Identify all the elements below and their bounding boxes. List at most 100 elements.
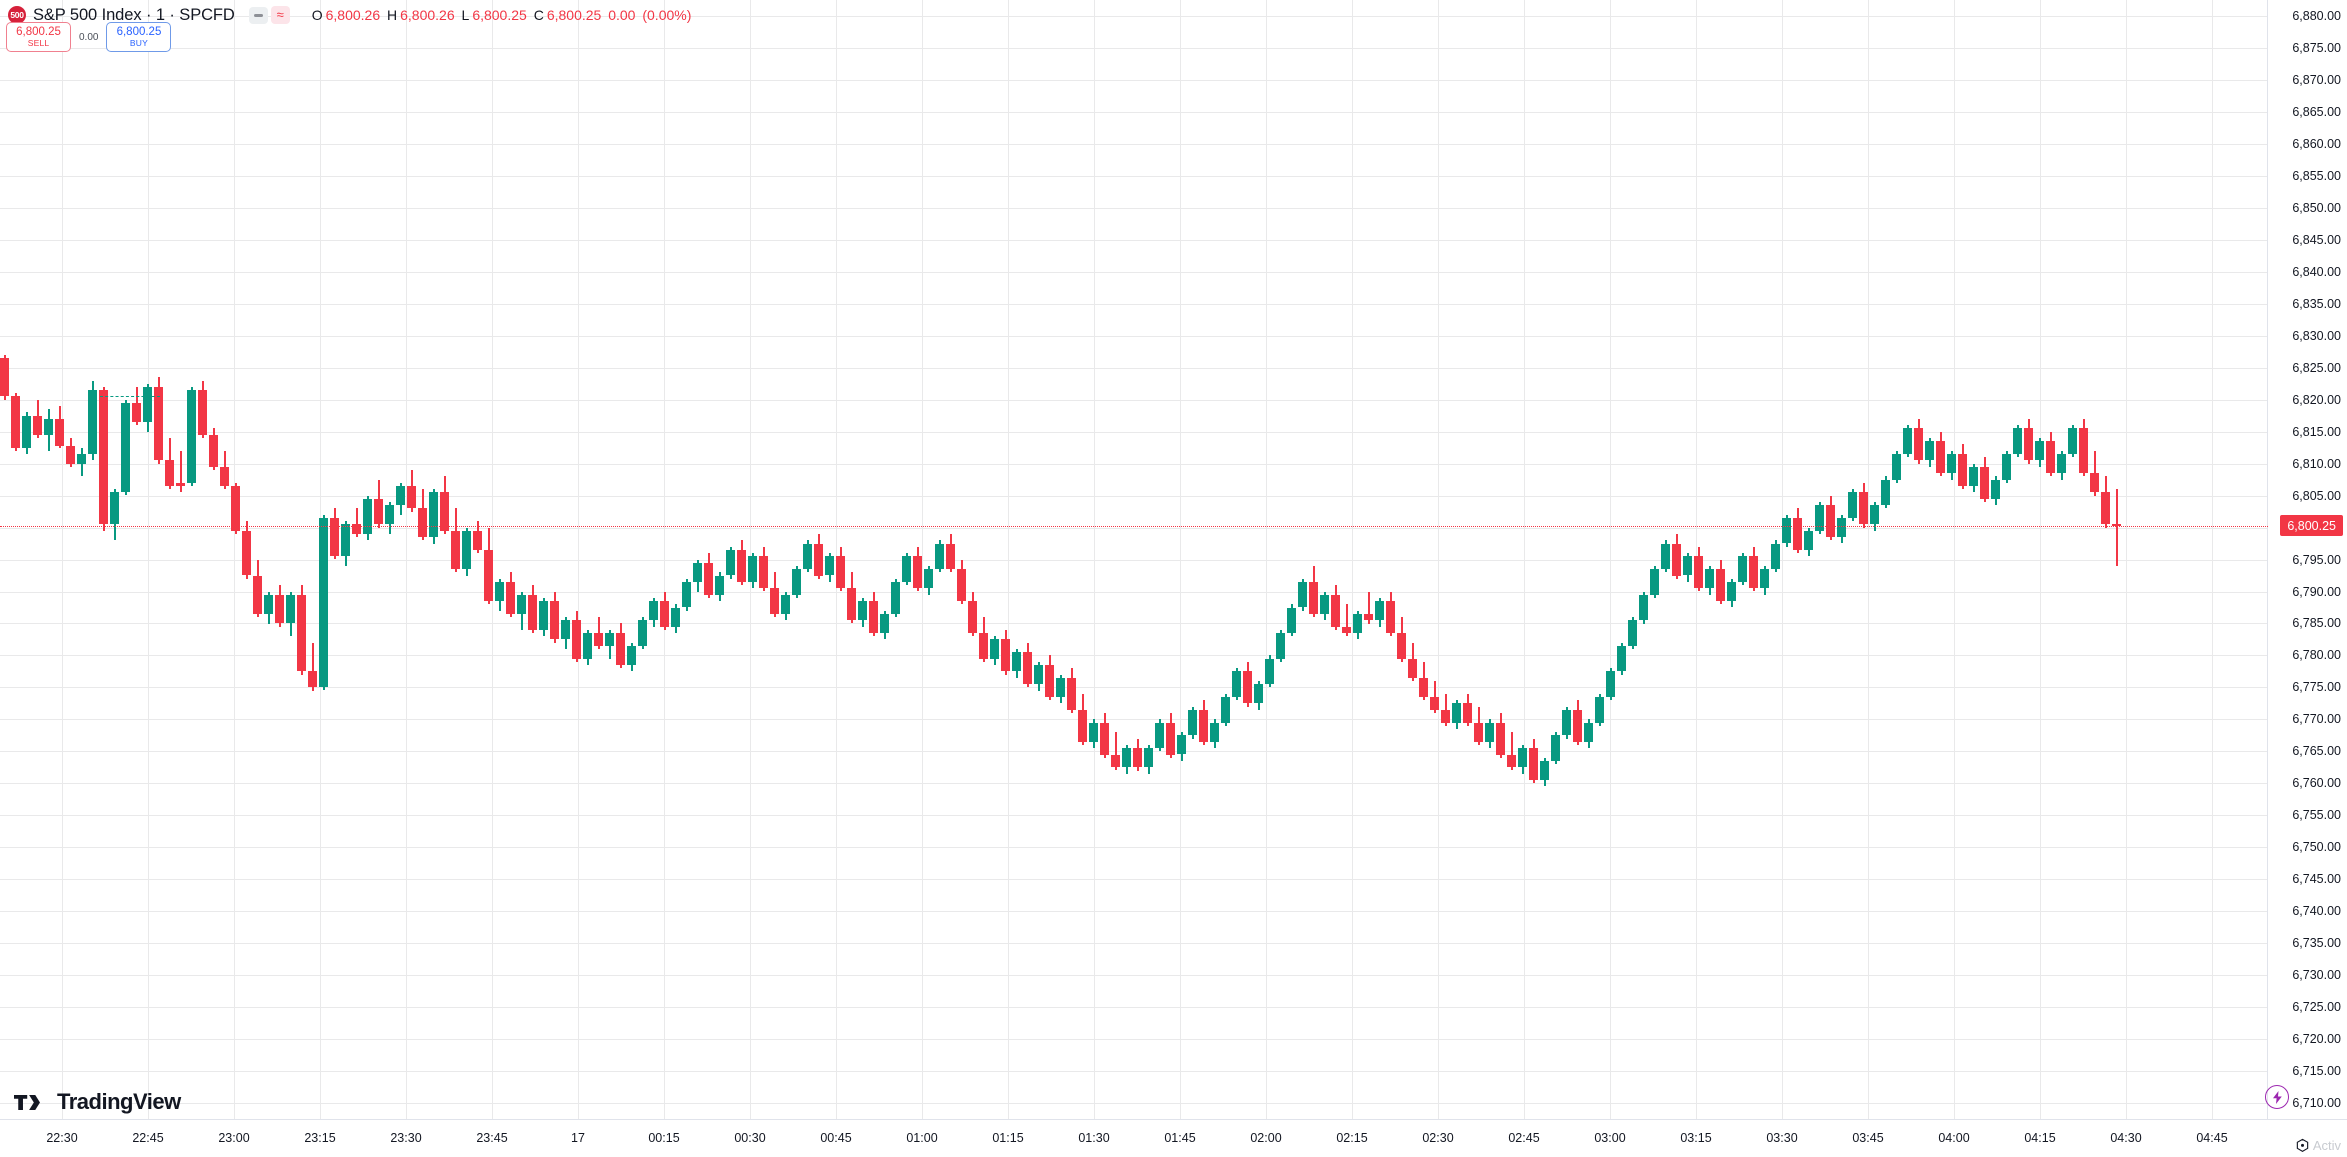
price-axis-label: 6,710.00 (2292, 1096, 2341, 1110)
price-axis-label: 6,815.00 (2292, 424, 2341, 439)
time-axis-label: 04:30 (2110, 1131, 2142, 1145)
price-axis-label: 6,725.00 (2292, 1000, 2341, 1015)
time-axis-label: 23:45 (476, 1131, 508, 1145)
price-axis-label: 6,750.00 (2292, 840, 2341, 855)
price-axis-label: 6,840.00 (2292, 264, 2341, 279)
price-axis-label: 6,830.00 (2292, 328, 2341, 343)
price-axis-label: 6,825.00 (2292, 360, 2341, 375)
price-axis-label: 6,790.00 (2292, 584, 2341, 599)
tradingview-mark-icon (14, 1094, 40, 1110)
price-axis-label: 6,880.00 (2292, 9, 2341, 23)
price-axis-label: 6,765.00 (2292, 744, 2341, 759)
price-axis-label: 6,770.00 (2292, 712, 2341, 727)
time-axis-label: 17 (571, 1131, 585, 1145)
time-axis-separator (0, 1119, 2347, 1120)
current-price-line (0, 525, 2268, 527)
ohlc-open-label: O (311, 7, 323, 23)
time-axis-label: 00:30 (734, 1131, 766, 1145)
time-axis-label: 04:15 (2024, 1131, 2056, 1145)
time-axis-label: 03:00 (1594, 1131, 1626, 1145)
time-axis-label: 02:15 (1336, 1131, 1368, 1145)
time-axis-label: 03:15 (1680, 1131, 1712, 1145)
time-axis-label: 01:45 (1164, 1131, 1196, 1145)
tradingview-wordmark: TradingView (57, 1089, 181, 1114)
price-axis-label: 6,855.00 (2292, 168, 2341, 183)
sell-price: 6,800.25 (16, 26, 61, 38)
tradingview-logo[interactable]: TradingView (14, 1089, 181, 1115)
bolt-glyph-icon (2272, 1090, 2282, 1104)
price-axis-label: 6,820.00 (2292, 392, 2341, 407)
ohlc-low-value: 6,800.25 (472, 7, 527, 23)
price-axis-label: 6,860.00 (2292, 136, 2341, 151)
time-axis-label: 23:15 (304, 1131, 336, 1145)
time-axis-label: 02:45 (1508, 1131, 1540, 1145)
price-axis-label: 6,745.00 (2292, 872, 2341, 887)
price-axis-label: 6,735.00 (2292, 936, 2341, 951)
price-axis-label: 6,775.00 (2292, 680, 2341, 695)
time-axis-label: 03:45 (1852, 1131, 1884, 1145)
time-axis-label: 22:30 (46, 1131, 78, 1145)
trade-panel: 6,800.25 SELL 0.00 6,800.25 BUY (6, 22, 172, 52)
price-axis-label: 6,730.00 (2292, 968, 2341, 983)
sell-label: SELL (27, 38, 50, 48)
price-axis-label: 6,795.00 (2292, 552, 2341, 567)
time-axis-label: 02:30 (1422, 1131, 1454, 1145)
price-axis-label: 6,805.00 (2292, 488, 2341, 503)
ohlc-close-value: 6,800.25 (546, 7, 602, 23)
time-axis-label: 01:00 (906, 1131, 938, 1145)
change-percent: (0.00%) (642, 7, 692, 23)
current-price-badge[interactable]: 6,800.25 (2280, 515, 2343, 537)
symbol-title[interactable]: S&P 500 Index · 1 · SPCFD (33, 5, 235, 24)
previous-close-line (100, 396, 160, 398)
time-axis-label: 04:00 (1938, 1131, 1970, 1145)
price-axis-label: 6,740.00 (2292, 904, 2341, 919)
time-axis-label: 00:15 (648, 1131, 680, 1145)
legend-buttons: ≈ (248, 6, 290, 24)
price-axis-label: 6,875.00 (2292, 41, 2341, 55)
buy-label: BUY (129, 38, 148, 48)
chart-legend: 500 S&P 500 Index · 1 · SPCFD ≈ O 6,800.2… (8, 4, 694, 26)
watermark-text: Activ (2312, 1138, 2341, 1153)
ohlc-close-label: C (533, 7, 544, 23)
buy-price: 6,800.25 (116, 26, 162, 38)
change-value: 0.00 (608, 7, 636, 23)
lightning-bolt-icon[interactable] (2265, 1085, 2289, 1109)
price-axis-label: 6,850.00 (2292, 200, 2341, 215)
candlestick-plot (0, 354, 2121, 787)
price-axis-separator (2267, 0, 2268, 1119)
price-axis-label: 6,760.00 (2292, 776, 2341, 791)
time-axis-label: 03:30 (1766, 1131, 1798, 1145)
time-axis-label: 02:00 (1250, 1131, 1282, 1145)
time-axis-label: 23:30 (390, 1131, 422, 1145)
price-axis-label: 6,835.00 (2292, 296, 2341, 311)
sp500-logo-icon: 500 (8, 6, 26, 24)
time-axis-label: 00:45 (820, 1131, 852, 1145)
price-axis-label: 6,755.00 (2292, 808, 2341, 823)
spread-value: 0.00 (79, 31, 99, 43)
price-axis-label: 6,720.00 (2292, 1032, 2341, 1047)
eye-toggle-icon[interactable] (248, 6, 268, 24)
time-axis-label: 01:15 (992, 1131, 1024, 1145)
time-axis-label: 04:45 (2196, 1131, 2228, 1145)
time-axis-label: 01:30 (1078, 1131, 1110, 1145)
price-axis-label: 6,780.00 (2292, 648, 2341, 663)
hexagon-icon (2296, 1138, 2309, 1153)
price-axis[interactable]: 6,880.00 6,875.00 6,870.00 6,865.00 6,860.00… (2268, 0, 2347, 1119)
ohlc-open-value: 6,800.26 (325, 7, 381, 23)
ohlc-high-label: H (387, 7, 398, 23)
time-axis[interactable]: 22:30 22:45 23:00 23:15 23:30 23:45 17 00:15 00:… (0, 1119, 2347, 1157)
price-axis-label: 6,845.00 (2292, 232, 2341, 247)
activ-watermark: Activ (2295, 1138, 2341, 1153)
time-axis-label: 23:00 (218, 1131, 250, 1145)
ohlc-values: O 6,800.26 H 6,800.26 L 6,800.25 C 6,800.25 … (312, 7, 695, 23)
data-source-icon[interactable]: ≈ (270, 6, 290, 24)
sell-button[interactable]: 6,800.25 SELL (6, 22, 71, 52)
ohlc-low-label: L (461, 7, 470, 23)
time-axis-label: 22:45 (132, 1131, 164, 1145)
price-axis-label: 6,870.00 (2292, 72, 2341, 87)
ohlc-high-value: 6,800.26 (400, 7, 455, 23)
price-axis-label: 6,865.00 (2292, 104, 2341, 119)
price-axis-label: 6,810.00 (2292, 456, 2341, 471)
buy-button[interactable]: 6,800.25 BUY (106, 22, 172, 52)
